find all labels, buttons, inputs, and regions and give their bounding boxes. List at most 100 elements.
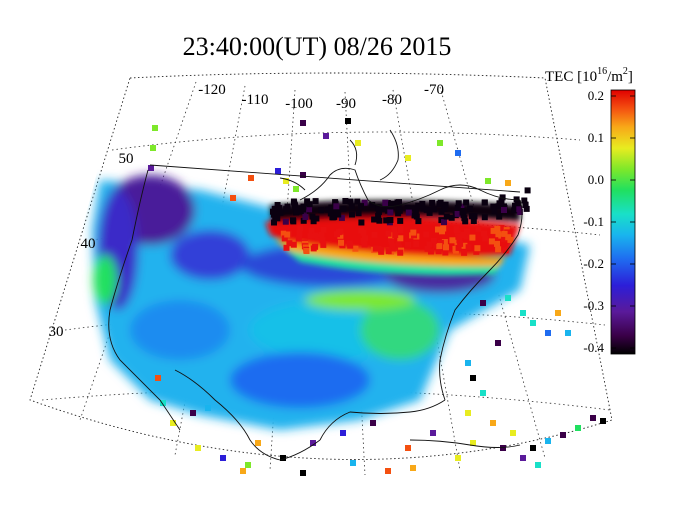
tec-data-square bbox=[455, 150, 461, 156]
tec-data-square bbox=[448, 214, 455, 221]
tec-data-square bbox=[433, 242, 440, 249]
tec-data-square bbox=[470, 440, 476, 446]
tec-data-square bbox=[500, 445, 506, 451]
tec-data-square bbox=[524, 187, 531, 194]
tec-data-square bbox=[358, 203, 364, 210]
tec-data-square bbox=[404, 204, 411, 211]
tec-data-square bbox=[522, 202, 529, 208]
lon-label: -80 bbox=[382, 92, 402, 108]
tec-data-square bbox=[430, 237, 437, 244]
tec-data-square bbox=[499, 194, 506, 201]
tec-data-square bbox=[360, 238, 367, 244]
tec-data-square bbox=[555, 310, 561, 316]
tec-data-square bbox=[397, 249, 404, 256]
tec-data-square bbox=[282, 218, 289, 225]
tec-data-square bbox=[405, 209, 412, 216]
longitude-labels: -120 -110 -100 -90 -80 -70 bbox=[198, 82, 444, 112]
tec-data-square bbox=[461, 242, 468, 249]
tec-data-square bbox=[465, 410, 471, 416]
tec-data-square bbox=[293, 208, 300, 215]
tec-data-square bbox=[388, 238, 395, 245]
tec-data-square bbox=[338, 239, 344, 246]
tec-data-square bbox=[397, 217, 404, 224]
tec-data-square bbox=[306, 206, 313, 213]
tec-data-square bbox=[481, 199, 488, 206]
tec-data-square bbox=[410, 465, 416, 471]
tec-data-square bbox=[277, 209, 284, 216]
tec-data-square bbox=[245, 462, 251, 468]
tec-data-square bbox=[488, 238, 495, 245]
tec-data-square bbox=[274, 202, 281, 208]
tec-data-square bbox=[382, 199, 389, 206]
tec-data-square bbox=[501, 207, 507, 213]
tec-data-square bbox=[230, 195, 236, 201]
tec-data-square bbox=[512, 202, 518, 209]
tec-data-square bbox=[375, 213, 382, 219]
tec-data-square bbox=[453, 227, 460, 234]
tec-data-square bbox=[331, 213, 338, 220]
tec-data-square bbox=[475, 225, 482, 232]
tec-data-square bbox=[423, 231, 430, 238]
tec-data-square bbox=[470, 375, 476, 381]
tec-data-square bbox=[481, 230, 487, 237]
tec-data-square bbox=[490, 227, 497, 234]
tec-data-square bbox=[319, 237, 326, 244]
tec-data-square bbox=[271, 219, 277, 226]
tec-data-square bbox=[302, 214, 309, 220]
tec-data-square bbox=[455, 233, 462, 240]
tec-data-square bbox=[455, 455, 461, 461]
tec-data-square bbox=[600, 418, 606, 424]
tec-data-square bbox=[389, 245, 396, 252]
tec-data-square bbox=[371, 216, 378, 223]
tec-data-square bbox=[430, 430, 436, 436]
map-frame bbox=[29, 72, 613, 460]
tec-data-square bbox=[382, 206, 389, 213]
tec-data-square bbox=[383, 217, 390, 224]
tec-data-square bbox=[276, 205, 283, 212]
tec-data-square bbox=[505, 234, 512, 241]
tec-data-square bbox=[513, 196, 520, 203]
tec-data-square bbox=[505, 180, 511, 186]
tec-data-square bbox=[530, 320, 536, 326]
tec-data-square bbox=[441, 205, 448, 212]
tec-data-square bbox=[496, 200, 503, 207]
tec-data-square bbox=[435, 226, 441, 233]
tec-data-square bbox=[337, 232, 344, 239]
tec-data-square bbox=[148, 165, 154, 171]
tec-data-square bbox=[485, 178, 491, 184]
tec-data-square bbox=[409, 205, 416, 212]
tec-data-square bbox=[361, 241, 368, 248]
tec-data-square bbox=[465, 360, 471, 366]
tec-data-square bbox=[150, 145, 156, 151]
tec-data-square bbox=[312, 232, 319, 239]
tec-data-square bbox=[346, 240, 353, 247]
tec-data-square bbox=[255, 440, 261, 446]
tec-data-square bbox=[308, 227, 315, 234]
tec-data-field bbox=[92, 175, 530, 430]
tec-data-square bbox=[347, 198, 354, 205]
tec-data-square bbox=[502, 247, 509, 254]
colorbar-title: TEC [1016/m2] bbox=[545, 66, 633, 85]
tec-data-square bbox=[495, 246, 502, 253]
tec-data-square bbox=[284, 231, 291, 238]
tec-data-square bbox=[391, 226, 398, 233]
tec-data-square bbox=[354, 198, 361, 205]
tec-data-square bbox=[283, 244, 290, 251]
tec-data-square bbox=[443, 244, 449, 251]
tec-data-square bbox=[413, 241, 420, 247]
tec-data-square bbox=[463, 199, 470, 206]
tec-data-square bbox=[337, 228, 344, 235]
tec-data-square bbox=[170, 420, 176, 426]
tec-data-square bbox=[290, 241, 297, 248]
tec-data-square bbox=[395, 240, 402, 247]
tec-data-square bbox=[290, 218, 297, 225]
tec-data-square bbox=[342, 198, 349, 204]
tec-data-square bbox=[335, 211, 342, 218]
tec-data-square bbox=[320, 226, 327, 233]
tec-data-square bbox=[465, 244, 472, 251]
tec-data-square bbox=[443, 213, 450, 220]
tec-data-square bbox=[195, 445, 201, 451]
colorbar-tick-label: -0.1 bbox=[583, 214, 604, 229]
tec-data-square bbox=[449, 237, 456, 244]
tec-data-square bbox=[304, 198, 311, 205]
